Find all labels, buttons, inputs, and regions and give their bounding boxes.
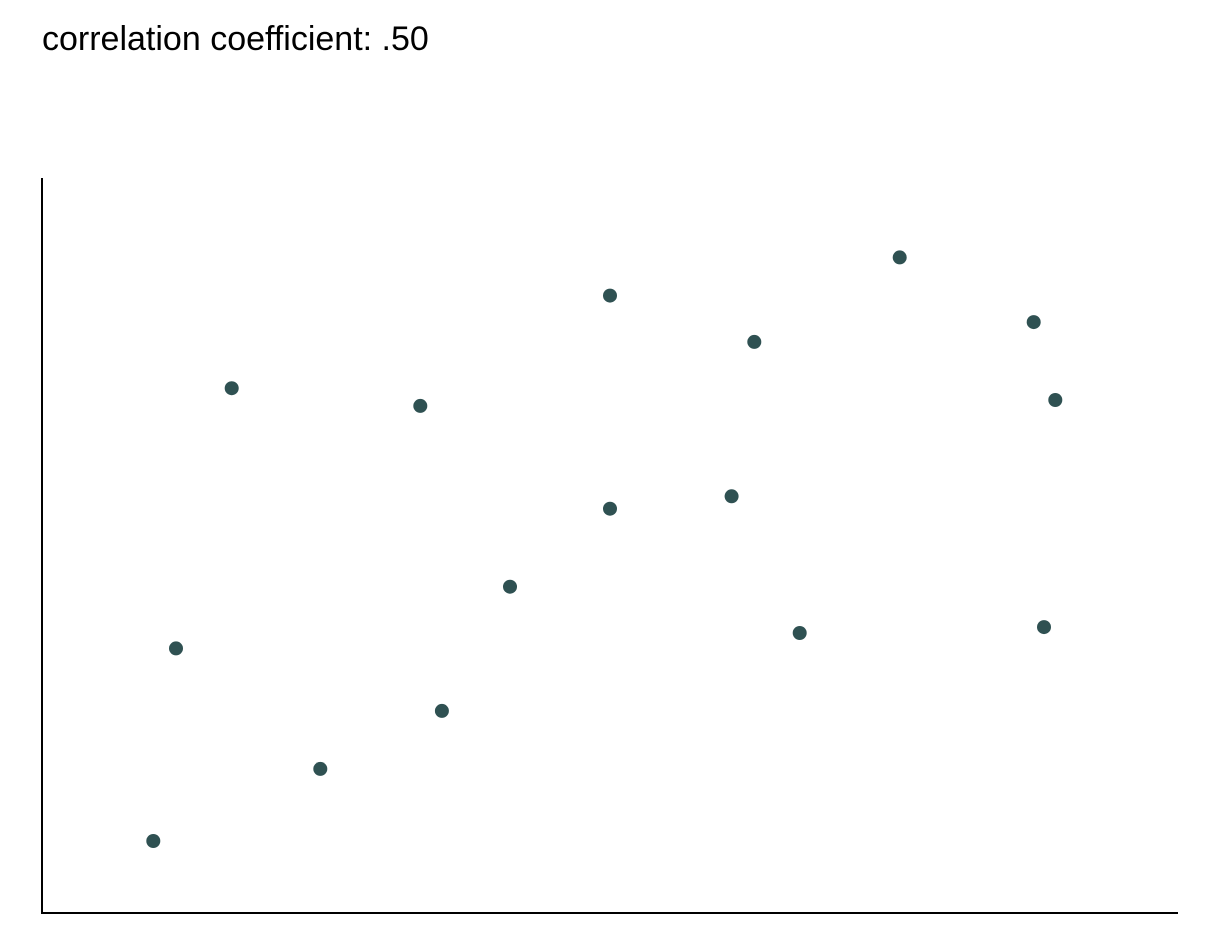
data-point-8: [603, 288, 617, 303]
data-point-15: [1037, 620, 1051, 635]
data-point-7: [503, 579, 517, 594]
data-point-13: [892, 250, 907, 265]
data-point-10: [724, 489, 739, 504]
data-point-12: [792, 626, 807, 640]
data-point-6: [434, 703, 449, 718]
data-point-9: [603, 501, 617, 516]
data-point-3: [224, 381, 239, 396]
data-point-1: [146, 834, 161, 848]
data-point-16: [1048, 393, 1063, 407]
data-point-4: [313, 761, 328, 776]
data-points: [146, 250, 1063, 848]
data-point-5: [413, 398, 428, 413]
chart-title: correlation coefficient: .50: [42, 20, 429, 58]
data-point-14: [1026, 315, 1041, 330]
data-point-2: [169, 641, 183, 656]
data-point-11: [747, 334, 762, 349]
